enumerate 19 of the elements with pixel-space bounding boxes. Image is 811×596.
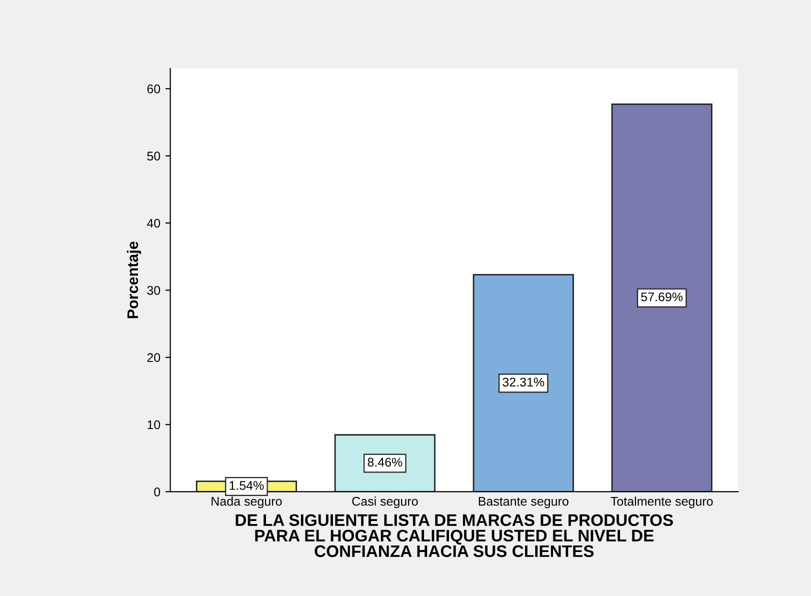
- x-tick-label: Casi seguro: [352, 496, 418, 508]
- data-label: 57.69%: [641, 292, 683, 302]
- y-tick-label: 20: [147, 353, 160, 362]
- y-tick-label: 40: [146, 218, 160, 228]
- x-tick-label: Bastante seguro: [478, 497, 568, 508]
- y-tick-label: 50: [147, 152, 160, 161]
- bar: [611, 104, 712, 492]
- x-tick-label: Totalmente seguro: [610, 496, 713, 508]
- x-axis-title: DE LA SIGUIENTE LISTA DE MARCAS DE PRODUCTOS PARA EL HOGAR CALIFIQUE USTED EL NIVEL DE CONFIANZA HACIA SUS CLIENTES: [236, 514, 673, 558]
- y-axis-title: Porcentaje: [126, 242, 142, 318]
- y-tick-label: 10: [148, 420, 160, 430]
- y-tick-label: 0: [154, 488, 160, 496]
- data-label: 32.31%: [502, 378, 544, 387]
- bar: [472, 274, 574, 492]
- y-tick-label: 30: [147, 286, 160, 295]
- x-tick-label: Nada seguro: [212, 496, 282, 508]
- data-label: 1.54%: [230, 481, 264, 490]
- y-tick-label: 60: [147, 84, 160, 94]
- data-label: 8.46%: [368, 458, 402, 467]
